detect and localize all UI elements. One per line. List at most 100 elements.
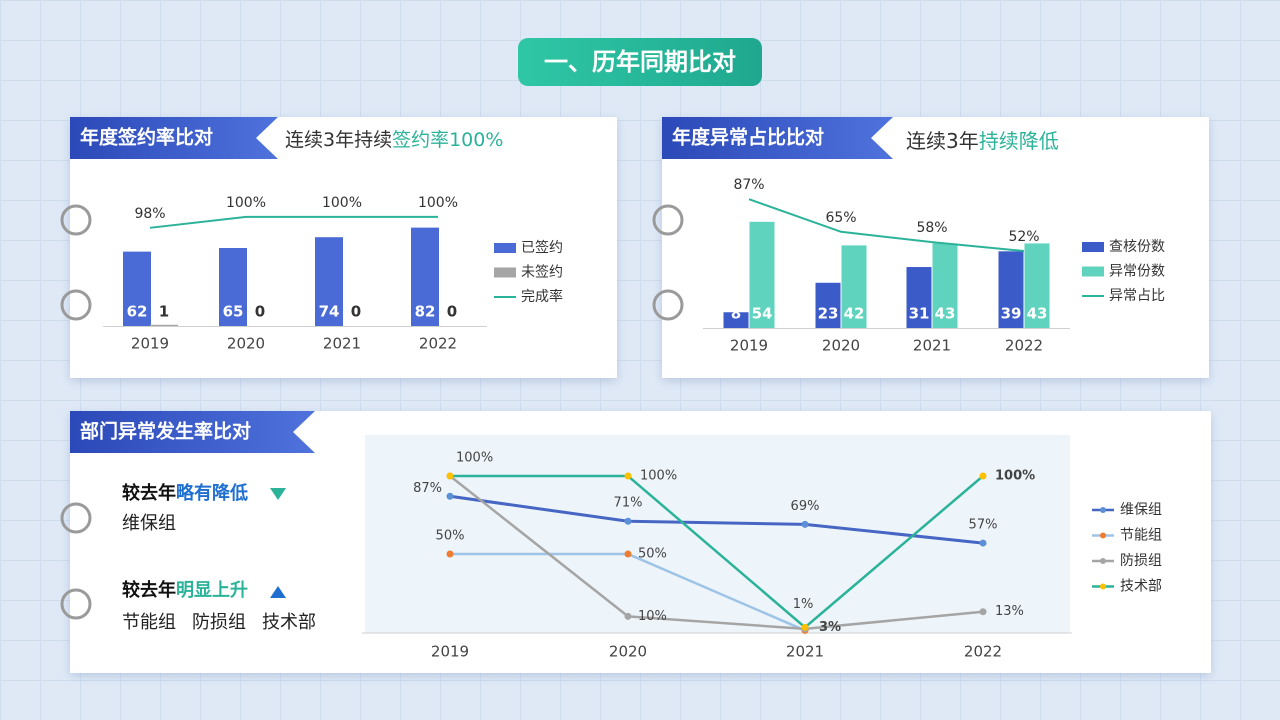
legend-label: 节能组 — [1120, 528, 1162, 544]
bar-label: 31 — [909, 305, 930, 323]
legend-label: 异常占比 — [1109, 288, 1165, 304]
bar — [123, 251, 151, 326]
bar-label: 74 — [319, 303, 340, 321]
summary-group: 维保组 — [122, 513, 176, 534]
legend-label: 未签约 — [521, 264, 563, 281]
x-tick-label: 2021 — [786, 643, 824, 661]
bar-label: 82 — [415, 303, 436, 321]
legend-swatch — [1100, 532, 1106, 539]
legend-swatch — [1082, 242, 1104, 252]
line-label: 10% — [638, 609, 667, 624]
summary-highlight: 明显上升 — [176, 580, 248, 601]
bar — [998, 251, 1024, 328]
panel-header: 年度签约率比对 — [80, 126, 213, 149]
marker — [624, 472, 632, 480]
bar — [932, 243, 958, 328]
panel — [70, 117, 617, 378]
panel-subtitle: 连续3年持续降低 — [906, 129, 1059, 153]
line-label: 1% — [793, 597, 814, 612]
marker — [446, 550, 454, 558]
line-label: 98% — [134, 206, 165, 222]
line-label: 87% — [733, 177, 764, 193]
line-label: 50% — [436, 529, 465, 544]
header-ribbon — [70, 411, 315, 453]
subtitle-highlight: 签约率100% — [392, 129, 503, 151]
legend-swatch — [494, 243, 516, 253]
line-label: 100% — [418, 195, 458, 211]
panel-header: 年度异常占比比对 — [672, 126, 824, 149]
summary-line: 较去年明显上升 — [122, 579, 248, 601]
line-label: 87% — [413, 481, 442, 496]
page-title: 一、历年同期比对 — [544, 48, 736, 76]
legend-swatch — [1100, 583, 1106, 590]
bar — [841, 245, 867, 328]
legend-swatch — [1100, 558, 1106, 564]
bar-label: 43 — [1027, 305, 1048, 323]
line-label: 100% — [456, 451, 493, 466]
line-label: 71% — [614, 496, 643, 511]
summary-group: 节能组 — [122, 612, 176, 633]
line-label: 100% — [322, 195, 362, 211]
line-label: 100% — [640, 469, 677, 484]
line-label: 52% — [1008, 229, 1039, 245]
x-tick-label: 2022 — [419, 335, 457, 353]
bar-label: 0 — [255, 303, 265, 321]
bar-label: 43 — [935, 305, 956, 323]
ring-decorations — [60, 204, 684, 620]
bar-label: 23 — [818, 305, 839, 323]
line — [149, 215, 438, 229]
marker — [979, 472, 987, 480]
x-tick-label: 2022 — [1005, 337, 1043, 355]
marker — [446, 492, 454, 500]
line-label: 100% — [995, 469, 1035, 484]
bar-label: 1 — [159, 303, 169, 321]
bar — [906, 267, 932, 328]
summary-prefix: 较去年 — [122, 482, 176, 504]
marker — [801, 520, 809, 528]
line-label: 13% — [995, 604, 1024, 619]
legend-swatch — [1100, 507, 1106, 513]
x-tick-label: 2020 — [609, 643, 647, 661]
bar — [723, 312, 749, 328]
legend-label: 查核份数 — [1109, 239, 1165, 255]
bar-label: 54 — [752, 305, 773, 323]
legend-label: 异常份数 — [1109, 264, 1165, 280]
marker — [446, 472, 454, 480]
legend-label: 完成率 — [521, 288, 563, 305]
line — [748, 198, 1025, 253]
subtitle-highlight: 持续降低 — [979, 129, 1059, 153]
bar — [749, 221, 775, 328]
panel-subtitle: 连续3年持续签约率100% — [285, 129, 503, 151]
subtitle-plain: 连续3年 — [906, 129, 979, 153]
bar-label: 65 — [223, 303, 244, 321]
x-tick-label: 2019 — [730, 337, 768, 355]
marker — [624, 517, 632, 525]
x-tick-label: 2022 — [964, 643, 1002, 661]
x-tick-label: 2020 — [822, 337, 860, 355]
bar-label: 0 — [351, 303, 361, 321]
summary-group: 技术部 — [262, 612, 316, 633]
header-ribbon — [70, 117, 278, 159]
bar — [815, 282, 841, 328]
plot-background — [365, 435, 1070, 633]
bar — [219, 248, 247, 326]
summary-prefix: 较去年 — [122, 579, 176, 601]
x-tick-label: 2019 — [431, 643, 469, 661]
bar-label: 62 — [127, 303, 148, 321]
bar-label: 39 — [1001, 305, 1022, 323]
bar — [315, 237, 343, 326]
line — [449, 475, 984, 631]
down-arrow — [270, 488, 286, 500]
line-label: 57% — [969, 518, 998, 533]
legend-label: 维保组 — [1120, 502, 1162, 518]
line-label: 69% — [791, 499, 820, 514]
legend-label: 技术部 — [1120, 579, 1162, 595]
x-tick-label: 2019 — [131, 335, 169, 353]
bar-label: 0 — [447, 303, 457, 321]
marker — [979, 608, 987, 616]
subtitle-plain: 连续3年持续 — [285, 129, 392, 151]
panel-header: 部门异常发生率比对 — [80, 420, 251, 443]
marker — [624, 612, 632, 620]
bar — [411, 227, 439, 326]
